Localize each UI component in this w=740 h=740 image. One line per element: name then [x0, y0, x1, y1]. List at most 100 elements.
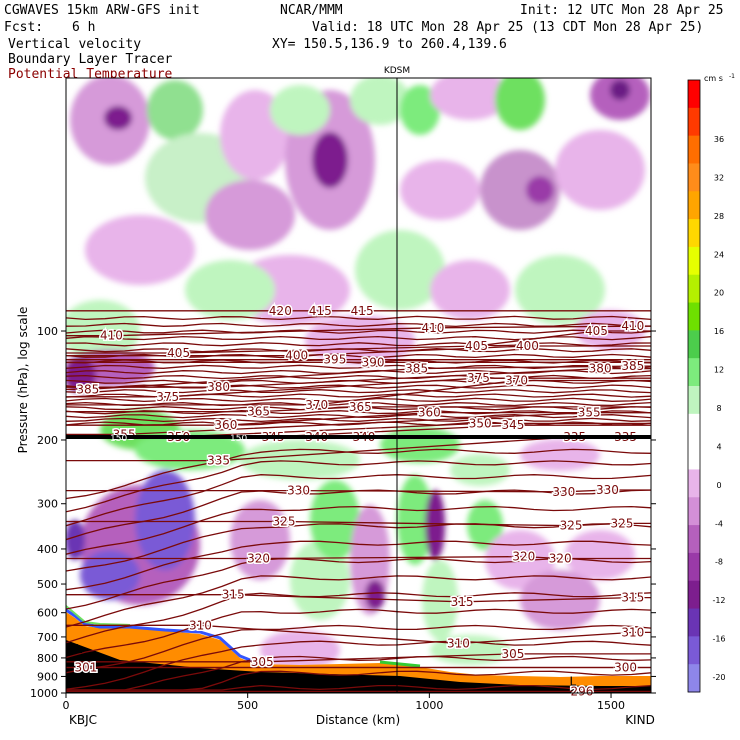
y-tick-label: 600: [37, 607, 58, 620]
theta-label: 360: [214, 418, 237, 432]
colorbar-swatch: [688, 608, 700, 637]
init-label: Init: 12 UTC Mon 28 Apr 25: [520, 3, 724, 18]
theta-label: 300: [614, 660, 637, 674]
theta-label: 375: [467, 371, 490, 385]
theta-contour-fill: [66, 575, 651, 628]
theta-contour-fill: [66, 329, 651, 334]
colorbar-label: 24: [714, 250, 724, 259]
theta-label: 305: [501, 647, 524, 661]
theta-label: 365: [247, 405, 270, 419]
theta-contour-fill: [66, 558, 651, 610]
theta-label: 330: [552, 485, 575, 499]
theta-label: 410: [100, 329, 123, 343]
theta-contour: [66, 489, 651, 493]
colorbar-swatch: [688, 469, 700, 498]
theta-label: 350: [469, 416, 492, 430]
theta-label: 315: [451, 595, 474, 609]
terrain-tracer: [66, 605, 651, 693]
theta-label: 310: [621, 625, 644, 639]
theta-label: 325: [273, 515, 296, 529]
theta-contour-fill: [66, 540, 651, 591]
colorbar-swatch: [688, 580, 700, 610]
colorbar-label: -12: [712, 596, 725, 605]
theta-label: 315: [222, 588, 245, 602]
tropopause-label-left: 150: [110, 434, 127, 444]
theta-label: 320: [247, 551, 270, 565]
theta-contour-fill: [66, 460, 651, 513]
y-tick-label: 800: [37, 652, 58, 665]
theta-contour-fill: [66, 489, 651, 541]
theta-contour-fill: [66, 379, 651, 385]
y-tick-label: 200: [37, 434, 58, 447]
colorbar-swatch: [688, 219, 700, 248]
theta-label: 310: [447, 637, 470, 651]
theta-contour-fill: [66, 417, 651, 423]
theta-contour-fill: [66, 335, 651, 341]
y-tick-label: 500: [37, 578, 58, 591]
theta-contour-fill: [66, 393, 651, 398]
x-tick-label: 0: [63, 699, 70, 712]
colorbar-label: 32: [714, 173, 724, 182]
colorbar-swatch: [688, 163, 700, 192]
left-station-label: KBJC: [69, 713, 97, 727]
field-boundary-layer-tracer: Boundary Layer Tracer: [8, 52, 173, 67]
colorbar-label: 28: [714, 212, 724, 221]
theta-contour-fill: [66, 397, 651, 403]
theta-label: 320: [512, 550, 535, 564]
theta-contour-labels: 420 415 415 410 405 400 395 390 410 405 400 405 410 3…: [73, 302, 646, 700]
fcst-value: 6 h: [72, 20, 95, 35]
theta-label: 315: [621, 591, 644, 605]
theta-contour: [66, 594, 651, 603]
theta-contour-fill: [66, 322, 651, 328]
theta-label: 380: [589, 362, 612, 376]
valid-label: Valid: 18 UTC Mon 28 Apr 25 (13 CDT Mon …: [312, 20, 703, 35]
theta-contour-fill: [66, 353, 651, 359]
colorbar-swatch: [688, 330, 700, 359]
colorbar-label: 8: [716, 404, 721, 413]
colorbar-swatch: [688, 302, 700, 331]
theta-label: 365: [349, 400, 372, 414]
colorbar-label: 20: [714, 289, 724, 298]
colorbar-swatch: [688, 552, 700, 582]
theta-label: 405: [585, 324, 608, 338]
theta-label: 395: [323, 353, 346, 367]
colorbar-swatch: [688, 441, 700, 470]
colorbar-swatch: [688, 80, 700, 109]
plot-area: 420 415 415 410 405 400 395 390 410 405 400 405 410 3…: [65, 66, 652, 700]
colorbar: 36 32 28 24 20 16 12 8 4 0 -4 -8 -12 -16 -20: [687, 79, 726, 693]
colorbar-swatch: [688, 525, 700, 554]
colorbar-swatch: [688, 386, 700, 415]
theta-contour-fill: [66, 410, 651, 415]
theta-label: 405: [167, 346, 190, 360]
theta-contour-fill: [66, 608, 651, 659]
org-label: NCAR/MMM: [280, 3, 343, 18]
theta-contour-fill: [66, 348, 651, 353]
colorbar-swatch: [688, 664, 700, 693]
theta-label: 325: [560, 519, 583, 533]
colorbar-swatch: [688, 274, 700, 304]
theta-contour-fill: [66, 655, 651, 691]
y-tick-label: 300: [37, 498, 58, 511]
theta-label: 410: [422, 321, 445, 335]
theta-contour: [66, 365, 651, 391]
theta-label: 330: [596, 483, 619, 497]
xy-label: XY= 150.5,136.9 to 260.4,139.6: [272, 37, 507, 52]
theta-contour-fill: [66, 624, 651, 674]
colorbar-label: 36: [714, 135, 724, 144]
theta-label: 325: [610, 516, 633, 530]
theta-label: 296: [571, 684, 594, 698]
theta-label: 385: [621, 359, 644, 373]
kdsm-label: KDSM: [384, 66, 410, 76]
theta-contour: [66, 379, 651, 406]
theta-contour-fill: [66, 364, 651, 369]
colorbar-label: -16: [712, 635, 725, 644]
theta-contour-fill: [66, 342, 651, 347]
theta-label: 355: [578, 406, 601, 420]
colorbar-swatch: [688, 191, 700, 220]
colorbar-swatch: [688, 135, 700, 164]
x-axis-label: Distance (km): [316, 713, 400, 727]
theta-label: 345: [501, 418, 524, 432]
colorbar-swatch: [688, 636, 700, 665]
theta-contour-fill: [66, 640, 651, 690]
theta-label: 420: [269, 304, 292, 318]
